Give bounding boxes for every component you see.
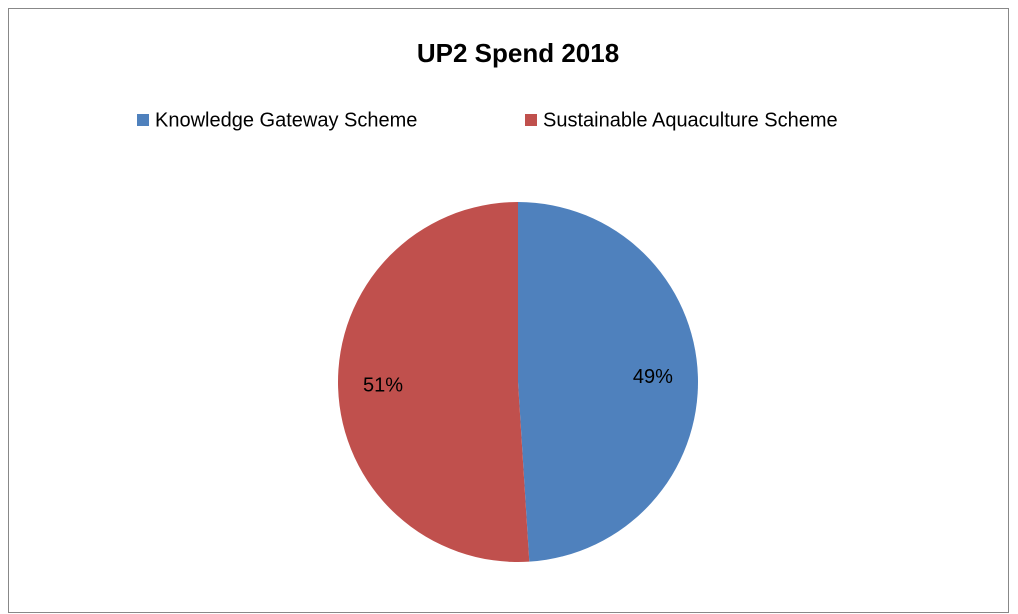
- legend-label: Knowledge Gateway Scheme: [155, 109, 417, 131]
- data-label: 51%: [363, 375, 403, 397]
- legend-swatch: [137, 114, 149, 126]
- legend-swatch: [525, 114, 537, 126]
- data-label: 49%: [633, 366, 673, 388]
- legend-label: Sustainable Aquaculture Scheme: [543, 109, 838, 131]
- chart-title: UP2 Spend 2018: [417, 38, 619, 68]
- pie-slice: [518, 201, 699, 562]
- pie-slice: [338, 202, 530, 562]
